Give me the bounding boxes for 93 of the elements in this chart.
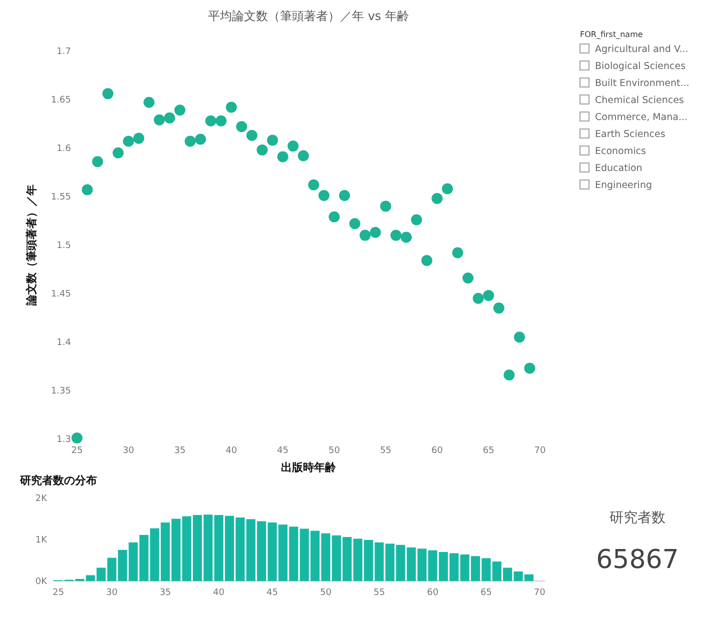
x-tick-label: 50 (328, 446, 340, 456)
text: FOR_first_name (580, 30, 643, 39)
point (472, 292, 484, 304)
point (216, 115, 227, 126)
point (194, 134, 206, 145)
text: 65867 (596, 545, 679, 575)
point (164, 112, 176, 124)
point (442, 183, 453, 194)
point (483, 290, 494, 301)
y-tick-label: 1K (35, 536, 48, 546)
point (72, 432, 82, 444)
x-tick-label: 50 (320, 588, 332, 598)
x-tick-label: 65 (482, 446, 494, 456)
point (462, 272, 474, 284)
x-tick-label: 30 (106, 588, 118, 598)
x-tick-label: 70 (534, 446, 546, 456)
point (411, 214, 422, 226)
x-tick-label: 55 (373, 588, 385, 598)
point (133, 132, 144, 144)
x-tick-label: 65 (480, 588, 492, 598)
x-tick-label: 45 (266, 588, 278, 598)
text: Commerce, Mana... (595, 112, 688, 123)
point (493, 302, 504, 314)
y-tick-label: 1.3 (56, 435, 71, 445)
point (514, 332, 525, 343)
y-tick-label: 0K (35, 577, 48, 587)
y-tick-label: 1.55 (50, 192, 71, 202)
chart-title: 研究者数の分布 (19, 474, 97, 487)
x-tick-label: 30 (122, 446, 134, 456)
point (328, 211, 340, 222)
y-axis-title: 論文数（筆頭著者）／年 (25, 184, 38, 306)
point (349, 218, 360, 230)
point (308, 179, 320, 190)
point (256, 144, 268, 156)
x-tick-label: 45 (277, 446, 289, 456)
point (122, 136, 134, 147)
y-tick-label: 2K (35, 494, 48, 504)
point (174, 104, 186, 116)
y-tick-label: 1.5 (56, 241, 71, 251)
point (298, 150, 309, 162)
point (246, 130, 258, 141)
point (390, 230, 402, 241)
point (92, 156, 104, 168)
point (266, 134, 278, 146)
y-tick-label: 1.65 (50, 96, 71, 106)
point (421, 255, 432, 266)
point (504, 369, 515, 380)
text: Agricultural and V... (595, 44, 688, 55)
text: 研究者数 (610, 510, 666, 526)
text: Biological Sciences (595, 61, 686, 72)
text: Engineering (595, 180, 652, 191)
y-tick-label: 1.45 (50, 290, 71, 300)
x-tick-label: 40 (213, 588, 225, 598)
point (144, 96, 155, 108)
point (184, 136, 196, 147)
y-tick-label: 1.6 (56, 144, 72, 154)
point (432, 192, 443, 204)
point (205, 115, 216, 126)
point (82, 184, 93, 196)
text: Chemical Sciences (595, 95, 684, 106)
chart-title: 平均論文数（筆頭著者）／年 vs 年齢 (208, 9, 409, 23)
y-tick-label: 1.35 (50, 386, 71, 396)
text: Economics (595, 146, 646, 157)
point (288, 140, 299, 152)
point (318, 190, 330, 202)
x-tick-label: 40 (226, 446, 238, 456)
point (524, 362, 536, 374)
point (452, 247, 464, 258)
text: Earth Sciences (595, 129, 666, 140)
point (277, 151, 288, 162)
point (102, 88, 114, 100)
point (360, 230, 371, 241)
text: Education (595, 163, 642, 174)
x-tick-label: 55 (380, 446, 392, 456)
point (370, 226, 381, 238)
point (339, 190, 350, 202)
x-tick-label: 35 (160, 588, 172, 598)
text: Built Environment... (595, 78, 690, 89)
x-tick-label: 25 (71, 446, 83, 456)
y-tick-label: 1.4 (56, 338, 72, 348)
x-tick-label: 60 (431, 446, 444, 456)
x-tick-label: 35 (174, 446, 186, 456)
point (226, 102, 237, 113)
point (400, 232, 412, 243)
point (236, 121, 248, 132)
x-tick-label: 60 (426, 588, 439, 598)
x-tick-label: 70 (534, 588, 546, 598)
point (154, 114, 165, 126)
y-tick-label: 1.7 (56, 47, 71, 57)
point (112, 147, 124, 158)
x-tick-label: 25 (52, 588, 64, 598)
x-axis-title: 出版時年齢 (281, 461, 337, 474)
point (380, 200, 392, 212)
